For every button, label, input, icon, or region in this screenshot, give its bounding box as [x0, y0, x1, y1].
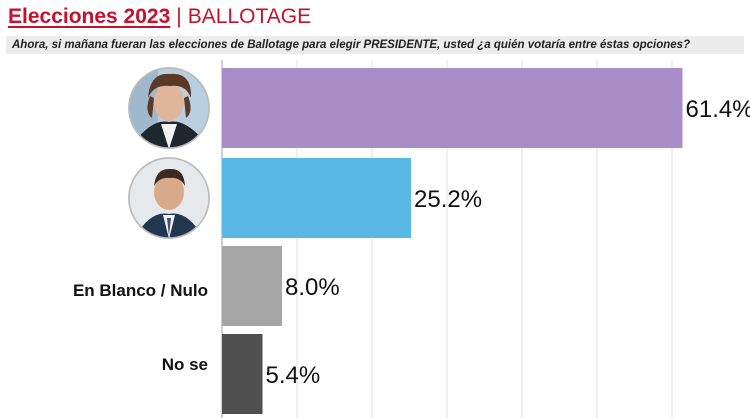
- survey-question: Ahora, si mañana fueran las elecciones d…: [6, 36, 744, 54]
- value-label-2: 25.2%: [414, 186, 482, 213]
- chart-title: Elecciones 2023 | BALLOTAGE: [8, 5, 311, 29]
- bars-group: [222, 68, 683, 414]
- bar-4: [222, 334, 263, 414]
- bar-1: [222, 68, 683, 148]
- bar-2: [222, 158, 411, 238]
- value-label-4: 5.4%: [266, 362, 321, 389]
- category-label-no-se: No se: [162, 355, 208, 374]
- title-main: Elecciones 2023: [8, 5, 171, 28]
- value-label-1: 61.4%: [686, 96, 750, 123]
- title-rest: BALLOTAGE: [187, 5, 312, 28]
- title-separator: |: [176, 5, 182, 28]
- candidate-2-photo: [128, 157, 210, 239]
- candidate-1-photo: [128, 67, 210, 149]
- bar-3: [222, 246, 282, 326]
- value-labels: 61.4% 25.2% 8.0% 5.4%: [266, 96, 750, 389]
- category-label-blank: En Blanco / Nulo: [73, 281, 208, 300]
- value-label-3: 8.0%: [285, 274, 340, 301]
